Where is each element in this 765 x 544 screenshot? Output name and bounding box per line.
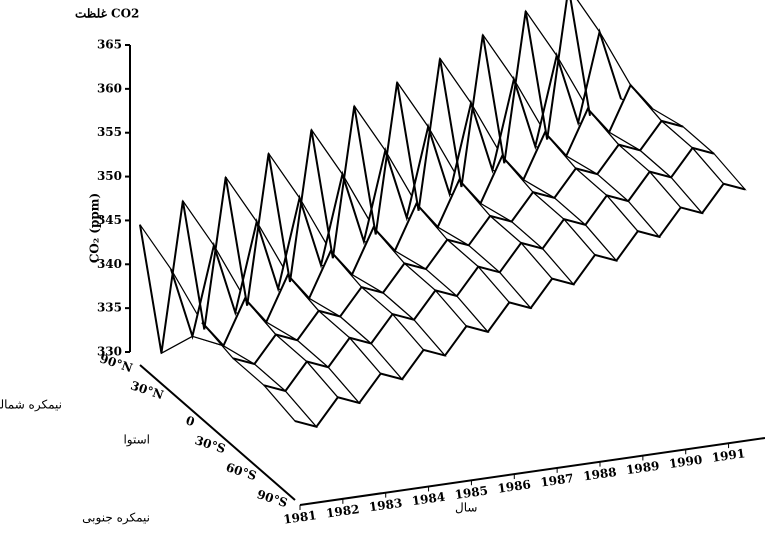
- x-axis-label: سال: [455, 501, 477, 515]
- x-axis-line: [300, 438, 765, 505]
- x-tick-label: 1988: [582, 465, 617, 484]
- x-tick-label: 1989: [625, 459, 660, 478]
- x-tick-label: 1987: [540, 471, 575, 490]
- z-tick-label: 335: [97, 301, 122, 315]
- chart: غلظت CO2 CO₂ (ppm) سال نیمکره شمالی استو…: [0, 0, 765, 540]
- z-tick-label: 360: [97, 81, 122, 95]
- region-label: نیمکره جنوبی: [82, 511, 150, 525]
- x-tick-label: 1986: [497, 477, 532, 496]
- z-tick-label: 355: [97, 125, 122, 139]
- region-label: استوا: [123, 433, 150, 447]
- z-axis-label: CO₂ (ppm): [88, 193, 102, 263]
- z-tick-label: 340: [97, 257, 122, 271]
- x-tick-label: 1985: [454, 483, 489, 502]
- region-label: نیمکره شمالی: [0, 398, 62, 412]
- x-tick-label: 1981: [282, 508, 317, 527]
- z-tick-label: 365: [97, 38, 122, 52]
- chart-title: غلظت CO2: [75, 7, 139, 21]
- lat-tick-label: 0: [184, 413, 196, 429]
- lat-tick-label: 90°N: [98, 351, 134, 375]
- x-tick-label: 1983: [368, 496, 403, 515]
- x-tick-label: 1990: [668, 453, 703, 472]
- x-tick-label: 1984: [411, 490, 446, 509]
- x-tick-label: 1982: [325, 502, 360, 521]
- z-tick-label: 350: [97, 169, 122, 183]
- x-tick-label: 1991: [711, 446, 746, 465]
- z-tick-label: 345: [97, 213, 122, 227]
